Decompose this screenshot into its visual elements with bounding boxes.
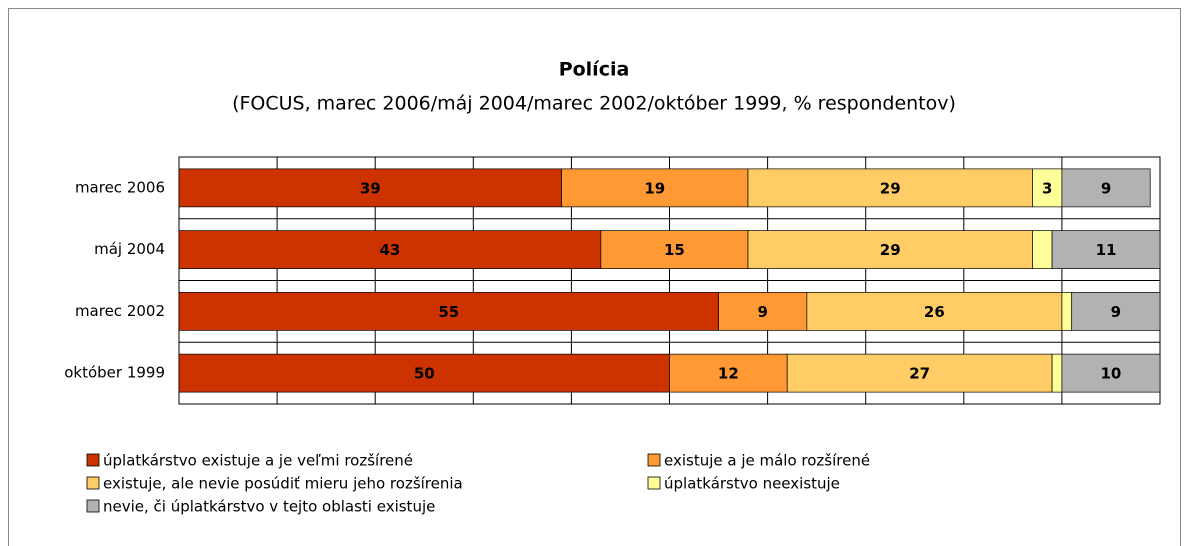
data-label: 11 — [1096, 241, 1117, 259]
bar-segment — [178, 353, 670, 393]
bar-segment — [1051, 230, 1161, 269]
bar-segment — [669, 353, 788, 393]
y-tick-label: marec 2006 — [75, 178, 165, 196]
data-label: 29 — [880, 179, 901, 197]
data-label: 39 — [360, 179, 381, 197]
data-label: 15 — [664, 241, 685, 259]
chart-title: Polícia — [559, 59, 630, 81]
bar-segment — [1071, 292, 1161, 331]
bar-segment — [1061, 353, 1161, 393]
bar-segment — [1061, 168, 1151, 208]
bar-segment — [600, 230, 749, 269]
data-label: 26 — [924, 303, 945, 321]
legend-swatch — [86, 453, 100, 467]
data-label: 19 — [644, 179, 665, 197]
data-label: 9 — [1101, 179, 1111, 197]
bar-segment — [806, 292, 1063, 331]
y-tick-label: marec 2002 — [75, 302, 165, 320]
bar-segment — [1032, 230, 1053, 269]
legend-label: existuje, ale nevie posúdiť mieru jeho r… — [103, 475, 463, 493]
legend-swatch — [86, 476, 100, 490]
legend-swatch — [86, 499, 100, 513]
bar-segment — [747, 168, 1033, 208]
data-label: 43 — [379, 241, 400, 259]
data-label: 3 — [1042, 179, 1052, 197]
y-tick-label: máj 2004 — [94, 240, 165, 258]
legend-label: nevie, či úplatkárstvo v tejto oblasti e… — [103, 498, 435, 516]
data-label: 9 — [1111, 303, 1121, 321]
chart-subtitle: (FOCUS, marec 2006/máj 2004/marec 2002/o… — [232, 93, 956, 115]
data-label: 9 — [757, 303, 767, 321]
bar-segment — [178, 292, 719, 331]
data-label: 27 — [909, 365, 930, 383]
legend-label: úplatkárstvo existuje a je veľmi rozšíre… — [103, 452, 413, 470]
bar-segment — [718, 292, 808, 331]
legend-swatch — [647, 476, 661, 490]
bar-segment — [178, 230, 602, 269]
legend-swatch — [647, 453, 661, 467]
bar-segment — [178, 168, 562, 208]
bar-segment — [561, 168, 749, 208]
legend-label: úplatkárstvo neexistuje — [664, 475, 840, 493]
y-tick-label: október 1999 — [64, 364, 165, 382]
data-label: 29 — [880, 241, 901, 259]
data-label: 10 — [1101, 365, 1122, 383]
bar-segment — [1051, 353, 1063, 393]
legend-label: existuje a je málo rozšírené — [664, 452, 870, 470]
data-label: 55 — [438, 303, 459, 321]
data-label: 12 — [718, 365, 739, 383]
bar-segment — [1061, 292, 1073, 331]
bar-segment — [786, 353, 1053, 393]
data-label: 50 — [414, 365, 435, 383]
